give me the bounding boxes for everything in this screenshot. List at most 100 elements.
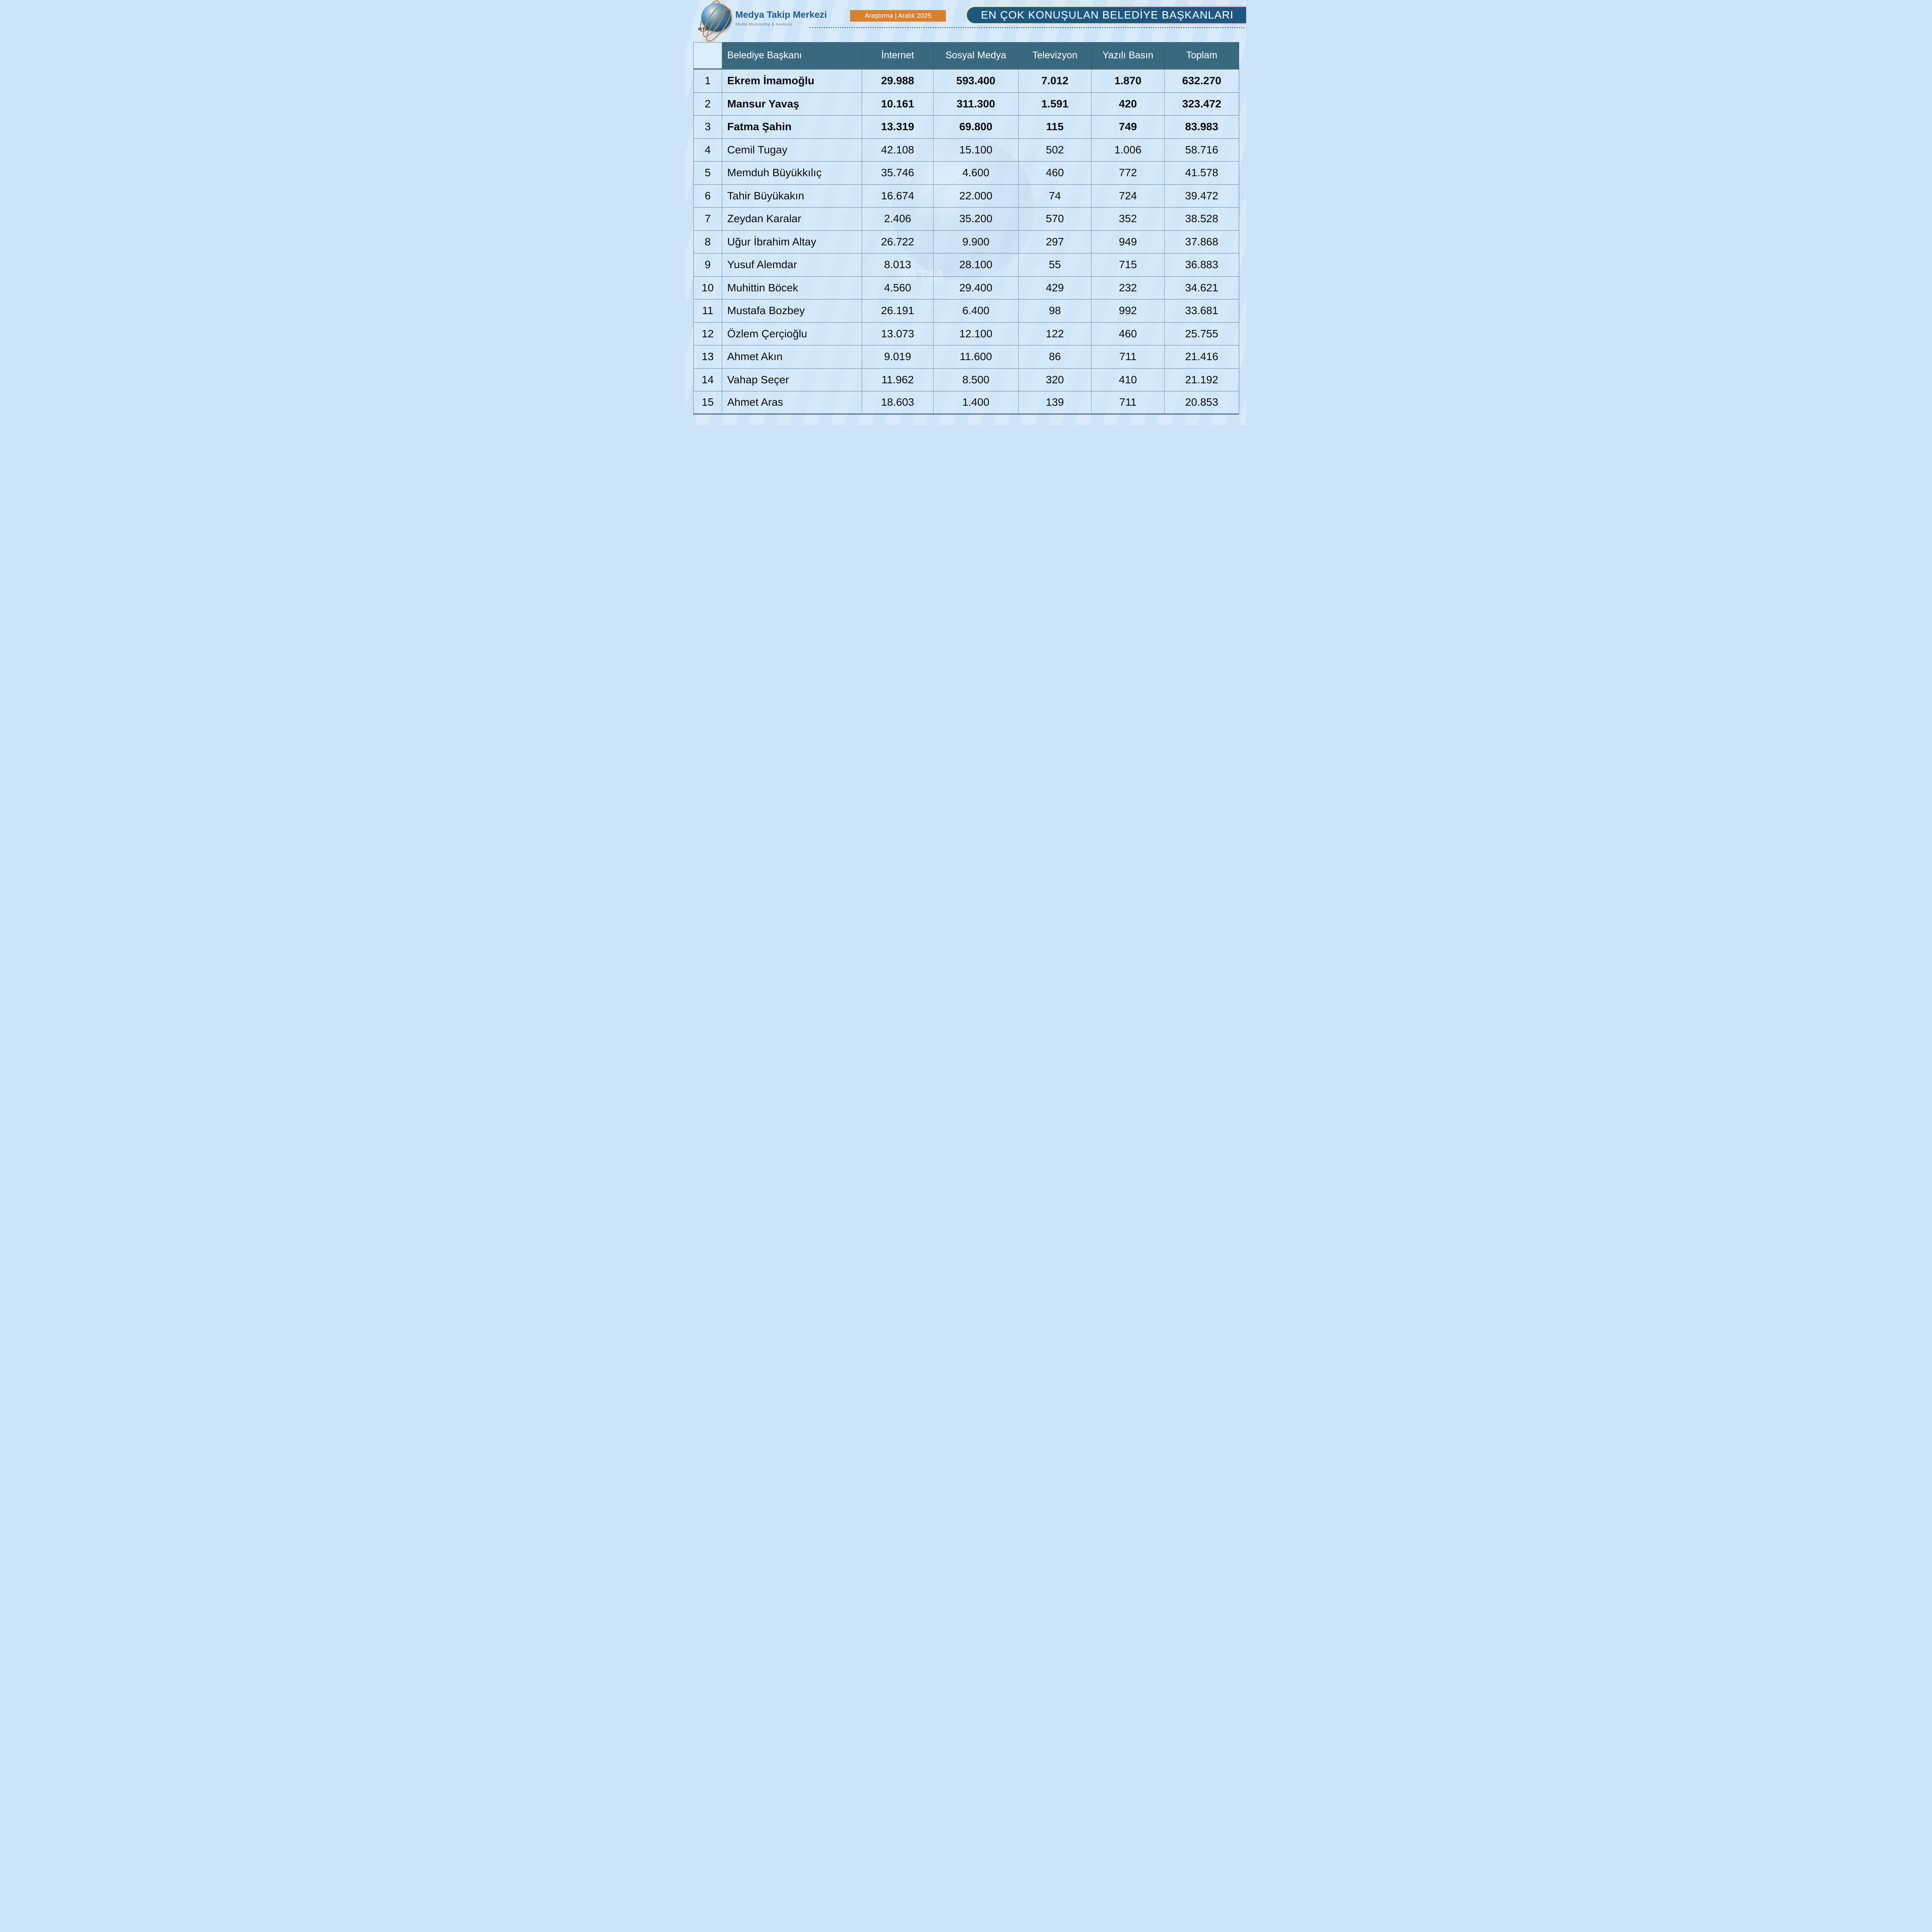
value-cell: 632.270 — [1165, 70, 1239, 93]
mayor-name-cell: Ekrem İmamoğlu — [722, 70, 862, 93]
value-cell: 33.681 — [1165, 299, 1239, 323]
rank-cell: 8 — [693, 230, 722, 253]
value-cell: 38.528 — [1165, 207, 1239, 231]
value-cell: 7.012 — [1019, 70, 1092, 93]
value-cell: 16.674 — [862, 184, 934, 207]
table-row: 4 Cemil Tugay 42.108 15.100 502 1.006 58.716 — [693, 138, 1239, 162]
rank-cell: 1 — [693, 70, 722, 93]
value-cell: 13.073 — [862, 322, 934, 345]
column-header: Televizyon — [1019, 42, 1092, 70]
value-cell: 41.578 — [1165, 162, 1239, 185]
value-cell: 9.900 — [934, 230, 1019, 253]
value-cell: 35.200 — [934, 207, 1019, 231]
mayor-name-cell: Vahap Seçer — [722, 368, 862, 391]
globe-icon — [701, 3, 731, 32]
value-cell: 711 — [1092, 391, 1165, 415]
value-cell: 4.560 — [862, 276, 934, 299]
column-header: İnternet — [862, 42, 934, 70]
rank-cell: 12 — [693, 322, 722, 345]
dotted-divider — [810, 27, 1245, 28]
research-date-badge: Araştırma | Aralık 2025 — [850, 10, 946, 22]
value-cell: 26.722 — [862, 230, 934, 253]
value-cell: 21.192 — [1165, 368, 1239, 391]
rank-cell: 5 — [693, 162, 722, 185]
rank-column-header — [693, 42, 722, 70]
value-cell: 724 — [1092, 184, 1165, 207]
value-cell: 711 — [1092, 345, 1165, 369]
value-cell: 139 — [1019, 391, 1092, 415]
value-cell: 10.161 — [862, 92, 934, 116]
value-cell: 39.472 — [1165, 184, 1239, 207]
value-cell: 460 — [1019, 162, 1092, 185]
column-header: Toplam — [1165, 42, 1239, 70]
value-cell: 55 — [1019, 253, 1092, 277]
value-cell: 26.191 — [862, 299, 934, 323]
value-cell: 35.746 — [862, 162, 934, 185]
table-row: 7 Zeydan Karalar 2.406 35.200 570 352 38.528 — [693, 207, 1239, 231]
value-cell: 1.400 — [934, 391, 1019, 415]
rank-cell: 6 — [693, 184, 722, 207]
mayor-name-cell: Ahmet Aras — [722, 391, 862, 415]
value-cell: 715 — [1092, 253, 1165, 277]
value-cell: 570 — [1019, 207, 1092, 231]
brand-tagline: Media Monitoring & Analysis — [736, 22, 793, 27]
table-row: 8 Uğur İbrahim Altay 26.722 9.900 297 949 37.8… — [693, 230, 1239, 253]
rank-cell: 11 — [693, 299, 722, 323]
table-row: 11 Mustafa Bozbey 26.191 6.400 98 992 33.681 — [693, 299, 1239, 323]
report-slide: MTM Medya Takip Merkezi Media Monitoring… — [686, 0, 1246, 425]
rank-cell: 10 — [693, 276, 722, 299]
value-cell: 992 — [1092, 299, 1165, 323]
value-cell: 11.962 — [862, 368, 934, 391]
value-cell: 58.716 — [1165, 138, 1239, 162]
value-cell: 98 — [1019, 299, 1092, 323]
mtm-logo: MTM — [691, 0, 736, 45]
ranking-table: Belediye Başkanı İnternet Sosyal Medya Tele… — [693, 42, 1239, 415]
value-cell: 12.100 — [934, 322, 1019, 345]
value-cell: 352 — [1092, 207, 1165, 231]
value-cell: 28.100 — [934, 253, 1019, 277]
value-cell: 29.400 — [934, 276, 1019, 299]
value-cell: 410 — [1092, 368, 1165, 391]
mayor-name-cell: Uğur İbrahim Altay — [722, 230, 862, 253]
value-cell: 297 — [1019, 230, 1092, 253]
value-cell: 20.853 — [1165, 391, 1239, 415]
table-row: 1 Ekrem İmamoğlu 29.988 593.400 7.012 1.870 63… — [693, 70, 1239, 93]
value-cell: 8.013 — [862, 253, 934, 277]
value-cell: 15.100 — [934, 138, 1019, 162]
value-cell: 420 — [1092, 92, 1165, 116]
mayor-name-cell: Muhittin Böcek — [722, 276, 862, 299]
table-row: 12 Özlem Çerçioğlu 13.073 12.100 122 460 25.75… — [693, 322, 1239, 345]
value-cell: 25.755 — [1165, 322, 1239, 345]
value-cell: 6.400 — [934, 299, 1019, 323]
value-cell: 429 — [1019, 276, 1092, 299]
brand-name: Medya Takip Merkezi — [735, 10, 827, 20]
value-cell: 232 — [1092, 276, 1165, 299]
value-cell: 311.300 — [934, 92, 1019, 116]
rank-cell: 15 — [693, 391, 722, 415]
column-header: Sosyal Medya — [934, 42, 1019, 70]
rank-cell: 13 — [693, 345, 722, 369]
rank-cell: 14 — [693, 368, 722, 391]
mayor-name-cell: Mansur Yavaş — [722, 92, 862, 116]
table-row: 2 Mansur Yavaş 10.161 311.300 1.591 420 323.47… — [693, 92, 1239, 116]
table-row: 15 Ahmet Aras 18.603 1.400 139 711 20.853 — [693, 391, 1239, 415]
rank-cell: 9 — [693, 253, 722, 277]
rank-cell: 7 — [693, 207, 722, 231]
value-cell: 1.006 — [1092, 138, 1165, 162]
value-cell: 122 — [1019, 322, 1092, 345]
value-cell: 323.472 — [1165, 92, 1239, 116]
logo-mtm-text: MTM — [698, 27, 709, 32]
mayor-name-cell: Fatma Şahin — [722, 116, 862, 139]
rank-cell: 2 — [693, 92, 722, 116]
rank-cell: 3 — [693, 116, 722, 139]
value-cell: 593.400 — [934, 70, 1019, 93]
mayor-name-cell: Cemil Tugay — [722, 138, 862, 162]
value-cell: 13.319 — [862, 116, 934, 139]
value-cell: 949 — [1092, 230, 1165, 253]
value-cell: 772 — [1092, 162, 1165, 185]
value-cell: 1.870 — [1092, 70, 1165, 93]
value-cell: 18.603 — [862, 391, 934, 415]
column-header: Belediye Başkanı — [722, 42, 862, 70]
value-cell: 83.983 — [1165, 116, 1239, 139]
table-row: 13 Ahmet Akın 9.019 11.600 86 711 21.416 — [693, 345, 1239, 369]
